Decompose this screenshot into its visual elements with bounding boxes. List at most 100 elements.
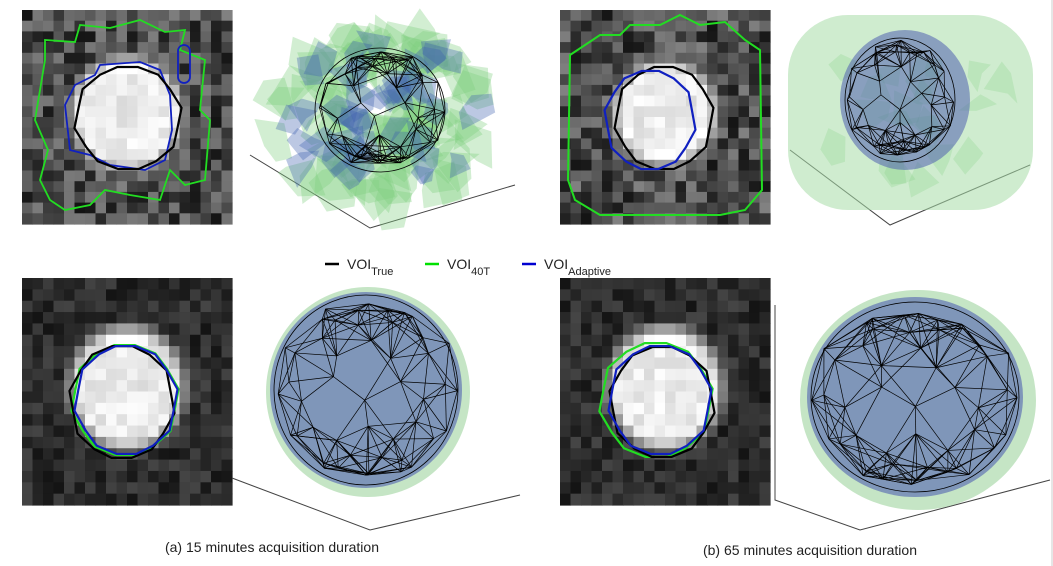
pixel xyxy=(211,149,222,160)
pixel xyxy=(623,10,634,21)
pixel xyxy=(760,192,771,203)
pixel xyxy=(634,312,645,324)
pixel xyxy=(644,128,655,139)
pixel xyxy=(138,403,149,415)
pixel xyxy=(43,106,54,117)
pixel xyxy=(96,482,107,494)
pixel xyxy=(75,301,86,313)
pixel xyxy=(75,335,86,347)
pixel xyxy=(592,160,603,171)
pixel xyxy=(760,335,771,347)
pixel xyxy=(592,96,603,107)
pixel xyxy=(571,426,582,438)
pixel xyxy=(644,85,655,96)
pixel xyxy=(222,171,233,182)
caption: (a) 15 minutes acquisition duration xyxy=(165,539,379,555)
pixel xyxy=(581,357,592,369)
pixel xyxy=(159,128,170,139)
pixel xyxy=(201,138,212,149)
pixel xyxy=(106,357,117,369)
pixel xyxy=(707,471,718,483)
pixel xyxy=(33,403,44,415)
pixel xyxy=(117,380,128,392)
pixel xyxy=(592,346,603,358)
pixel xyxy=(655,460,666,472)
pixel xyxy=(760,403,771,415)
pixel xyxy=(739,149,750,160)
pixel xyxy=(201,203,212,214)
pixel xyxy=(560,448,571,460)
pixel xyxy=(581,414,592,426)
pixel xyxy=(686,31,697,42)
pixel xyxy=(222,10,233,21)
pixel xyxy=(644,181,655,192)
pixel xyxy=(190,160,201,171)
pixel xyxy=(644,138,655,149)
pixel xyxy=(22,96,33,107)
pixel xyxy=(655,335,666,347)
pixel xyxy=(634,31,645,42)
pixel xyxy=(613,171,624,182)
pixel xyxy=(85,64,96,75)
pixel xyxy=(655,74,666,85)
pixel xyxy=(739,460,750,472)
pixel xyxy=(623,289,634,301)
pixel xyxy=(581,323,592,335)
pixel xyxy=(613,289,624,301)
pixel xyxy=(33,278,44,290)
pixel xyxy=(739,138,750,149)
pixel xyxy=(222,346,233,358)
pixel xyxy=(22,357,33,369)
pixel xyxy=(148,369,159,381)
pixel xyxy=(707,203,718,214)
pixel xyxy=(686,482,697,494)
pixel xyxy=(655,128,666,139)
pixel xyxy=(127,128,138,139)
pixel xyxy=(613,335,624,347)
pixel xyxy=(159,448,170,460)
pet-slice xyxy=(22,278,233,506)
pixel xyxy=(117,117,128,128)
pixel xyxy=(201,369,212,381)
pixel xyxy=(106,471,117,483)
pixel xyxy=(613,448,624,460)
pixel xyxy=(85,335,96,347)
pixel xyxy=(602,74,613,85)
pixel xyxy=(222,414,233,426)
pixel xyxy=(697,323,708,335)
pixel xyxy=(697,482,708,494)
pixel xyxy=(592,289,603,301)
pixel xyxy=(211,471,222,483)
pixel xyxy=(148,335,159,347)
pixel xyxy=(718,171,729,182)
pixel xyxy=(190,369,201,381)
pixel xyxy=(697,278,708,290)
pixel xyxy=(749,31,760,42)
pixel xyxy=(718,106,729,117)
pixel xyxy=(211,426,222,438)
pixel xyxy=(760,369,771,381)
pixel xyxy=(718,128,729,139)
pixel xyxy=(760,357,771,369)
pixel xyxy=(180,85,191,96)
pixel xyxy=(222,403,233,415)
pixel xyxy=(190,471,201,483)
pixel xyxy=(201,460,212,472)
pixel xyxy=(697,335,708,347)
pixel xyxy=(581,278,592,290)
pixel xyxy=(623,42,634,53)
pixel xyxy=(54,426,65,438)
pixel xyxy=(222,482,233,494)
pixel xyxy=(655,426,666,438)
pixel xyxy=(222,213,233,224)
pixel xyxy=(560,312,571,324)
pixel xyxy=(560,160,571,171)
pixel xyxy=(148,213,159,224)
pixel xyxy=(169,482,180,494)
pixel xyxy=(22,346,33,358)
pixel xyxy=(127,380,138,392)
pixel xyxy=(623,171,634,182)
pixel xyxy=(85,460,96,472)
pixel xyxy=(718,437,729,449)
pixel xyxy=(686,42,697,53)
